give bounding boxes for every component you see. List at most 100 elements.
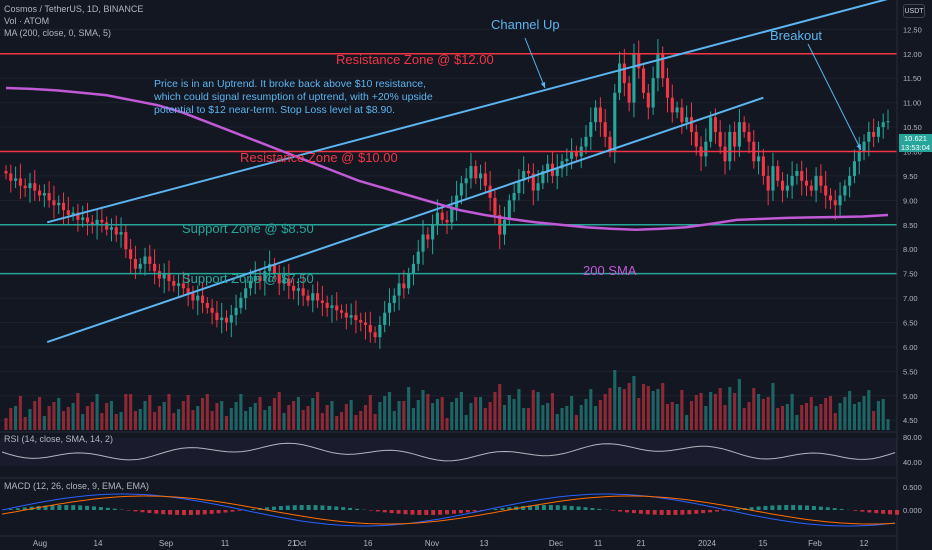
volume-bar bbox=[737, 379, 741, 430]
volume-bar bbox=[728, 387, 732, 430]
volume-bar bbox=[440, 397, 444, 430]
volume-bar bbox=[61, 411, 66, 430]
macd-histogram-bar bbox=[659, 510, 664, 515]
volume-bar bbox=[196, 406, 200, 430]
macd-histogram-bar bbox=[320, 505, 325, 510]
candle-body bbox=[57, 202, 61, 206]
macd-histogram-bar bbox=[396, 510, 401, 514]
macd-histogram-bar bbox=[583, 507, 588, 510]
candle-body bbox=[507, 200, 511, 220]
time-tick-label: 21 bbox=[637, 539, 646, 548]
rsi-legend[interactable]: RSI (14, close, SMA, 14, 2) bbox=[4, 434, 114, 444]
candle-body bbox=[478, 173, 483, 179]
volume-bar bbox=[747, 402, 751, 430]
macd-line bbox=[1, 493, 896, 527]
macd-histogram-bar bbox=[569, 505, 574, 510]
candle-body bbox=[570, 151, 574, 159]
candle-body bbox=[402, 283, 406, 289]
candle-body bbox=[747, 131, 751, 142]
macd-histogram-bar bbox=[666, 510, 671, 515]
candle-body bbox=[522, 171, 526, 181]
volume-bar bbox=[52, 402, 56, 430]
candle-body bbox=[723, 146, 727, 162]
macd-histogram-bar bbox=[708, 510, 713, 513]
candle-body bbox=[852, 161, 857, 176]
candle-body bbox=[565, 158, 569, 162]
last-price-countdown: 13:53:04 bbox=[900, 143, 931, 152]
price-tick-label: 11.50 bbox=[903, 74, 921, 83]
candle-body bbox=[320, 300, 324, 303]
time-tick-label: 12 bbox=[860, 539, 869, 548]
volume-bar bbox=[589, 389, 593, 430]
macd-histogram-bar bbox=[798, 505, 803, 510]
macd-histogram-bar bbox=[895, 510, 899, 515]
volume-bar bbox=[507, 395, 511, 430]
candle-body bbox=[157, 271, 161, 279]
breakout-arrow-head bbox=[856, 144, 861, 150]
ma-legend[interactable]: MA (200, close, 0, SMA, 5) bbox=[4, 28, 112, 38]
volume-bar bbox=[526, 408, 531, 430]
macd-histogram-bar bbox=[251, 509, 256, 510]
candle-body bbox=[9, 173, 13, 181]
candle-body bbox=[790, 175, 794, 186]
volume-bar bbox=[843, 397, 847, 430]
volume-bar bbox=[66, 407, 70, 430]
candle-body bbox=[665, 78, 670, 98]
macd-histogram-bar bbox=[57, 505, 62, 510]
macd-histogram-bar bbox=[341, 507, 346, 510]
volume-bar bbox=[459, 392, 463, 430]
macd-histogram-bar bbox=[825, 507, 830, 510]
macd-histogram-bar bbox=[500, 508, 505, 510]
candle-body bbox=[546, 163, 550, 172]
macd-histogram-bar bbox=[91, 506, 96, 510]
volume-bar bbox=[205, 394, 209, 430]
volume-bar bbox=[766, 397, 770, 430]
candle-body bbox=[526, 171, 531, 174]
price-tick-label: 6.50 bbox=[903, 319, 918, 328]
volume-bar bbox=[848, 391, 852, 430]
candle-body bbox=[776, 166, 780, 181]
volume-bar bbox=[531, 390, 535, 430]
time-tick-label: Nov bbox=[425, 539, 439, 548]
volume-bar bbox=[594, 406, 598, 430]
macd-histogram-bar bbox=[168, 510, 173, 515]
volume-bar bbox=[517, 389, 521, 430]
candle-body bbox=[512, 193, 516, 201]
volume-bar bbox=[867, 390, 871, 430]
price-tick-label: 6.00 bbox=[903, 343, 918, 352]
macd-histogram-bar bbox=[133, 510, 138, 512]
volume-bar bbox=[790, 394, 794, 430]
volume-legend[interactable]: Vol · ATOM bbox=[4, 16, 50, 26]
volume-bar bbox=[100, 413, 104, 430]
currency-button[interactable]: USDT bbox=[903, 4, 925, 18]
candle-body bbox=[613, 92, 617, 152]
candle-body bbox=[814, 175, 818, 191]
volume-bar bbox=[239, 394, 243, 430]
volume-bar bbox=[560, 408, 564, 430]
volume-bar bbox=[814, 406, 818, 430]
macd-histogram-bar bbox=[140, 510, 145, 513]
candle-body bbox=[71, 212, 75, 215]
candle-body bbox=[560, 161, 564, 169]
volume-bar bbox=[229, 408, 233, 430]
volume-bar bbox=[129, 394, 133, 430]
support-850-label: Support Zone @ $8.50 bbox=[182, 221, 314, 236]
symbol-legend[interactable]: Cosmos / TetherUS, 1D, BINANCE bbox=[4, 4, 144, 14]
candle-body bbox=[272, 263, 276, 274]
macd-histogram-bar bbox=[278, 506, 283, 510]
macd-histogram-bar bbox=[209, 510, 214, 514]
volume-bar bbox=[689, 401, 694, 430]
volume-bar bbox=[124, 394, 128, 430]
macd-legend[interactable]: MACD (12, 26, close, 9, EMA, EMA) bbox=[4, 481, 150, 491]
macd-histogram-bar bbox=[112, 508, 117, 510]
candle-body bbox=[138, 263, 142, 269]
volume-bar bbox=[752, 388, 756, 430]
candle-body bbox=[14, 178, 18, 181]
candle-body bbox=[37, 190, 42, 196]
candle-body bbox=[100, 219, 104, 223]
volume-bar bbox=[268, 406, 272, 430]
candle-body bbox=[129, 249, 133, 259]
macd-histogram-bar bbox=[541, 505, 546, 510]
candle-body bbox=[306, 295, 310, 301]
